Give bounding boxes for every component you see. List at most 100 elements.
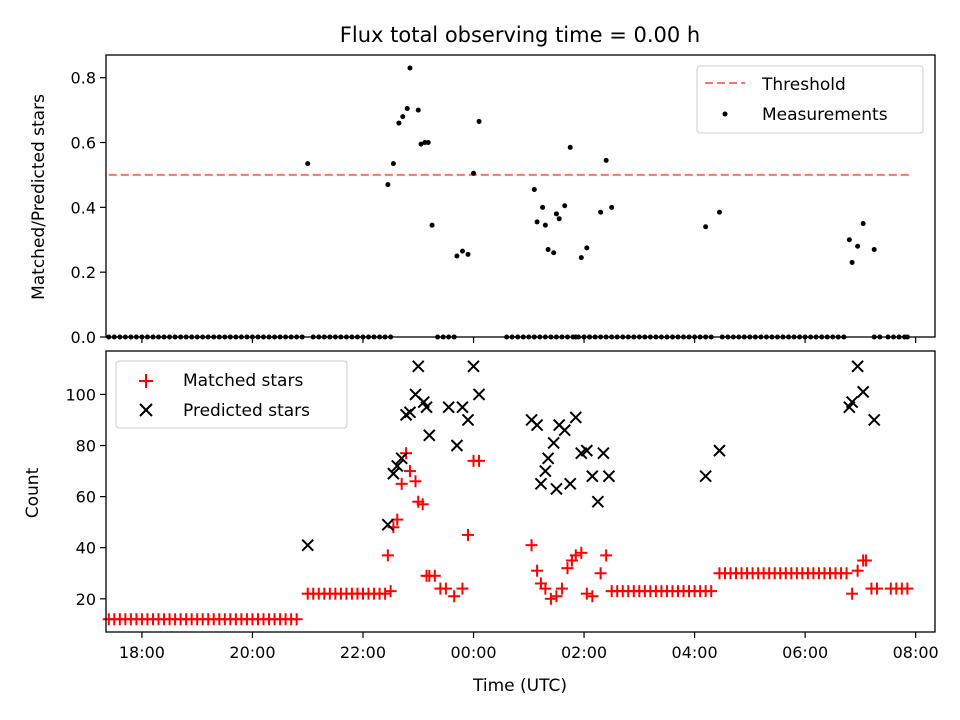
ratio-plot-area — [106, 65, 911, 340]
count-panel: Count Time (UTC) 20 40 60 80 100 18:00 20:00 22… — [23, 350, 939, 696]
x-tick-label: 00:00 — [450, 643, 496, 662]
measurement-point — [716, 209, 722, 215]
predicted-stars-point — [539, 464, 552, 478]
predicted-stars-point — [602, 469, 616, 483]
x-tick-label: 06:00 — [782, 643, 828, 662]
matched-stars-point — [379, 587, 392, 600]
predicted-stars-point — [467, 360, 480, 373]
matched-stars-point — [575, 546, 588, 559]
measurement-point — [855, 243, 861, 249]
predicted-stars-point — [586, 469, 599, 483]
legend-measurements-swatch — [722, 111, 728, 117]
predicted-stars-point — [851, 360, 864, 373]
matched-stars-point — [448, 590, 461, 603]
predicted-stars-point — [423, 429, 436, 442]
measurement-point — [551, 250, 557, 256]
ratio-panel: Flux total observing time = 0.00 h Match… — [29, 23, 936, 347]
count-axes: 20 40 60 80 100 18:00 20:00 22:00 00:00 02:00 04:0… — [65, 350, 939, 662]
x-tick-label: 08:00 — [893, 643, 939, 662]
predicted-stars-point — [550, 482, 563, 496]
measurement-point — [598, 209, 604, 215]
predicted-stars-point — [699, 469, 712, 483]
count-y-tick-label: 20 — [76, 590, 96, 609]
predicted-stars-point — [461, 413, 475, 427]
measurement-point — [459, 248, 465, 254]
measurement-point — [567, 144, 573, 150]
measurement-point — [429, 222, 435, 228]
matched-stars-point — [594, 567, 607, 580]
predicted-stars-point — [856, 385, 870, 399]
predicted-stars-point — [420, 400, 433, 414]
matched-stars-point — [846, 587, 859, 600]
measurement-point — [553, 211, 559, 217]
measurement-point — [465, 251, 471, 257]
predicted-stars-point — [845, 395, 859, 409]
measurement-point — [390, 161, 396, 167]
x-axis-label: Time (UTC) — [472, 676, 567, 696]
matched-stars-point — [600, 549, 613, 562]
matched-stars-point — [525, 539, 538, 552]
count-y-tick-label: 40 — [76, 539, 96, 558]
measurement-point — [531, 187, 537, 193]
matched-stars-point — [851, 564, 864, 577]
count-y-axis-label: Count — [23, 467, 43, 518]
predicted-stars-point — [412, 360, 425, 373]
legend-matched-swatch — [139, 374, 153, 388]
measurement-point — [556, 216, 562, 222]
predicted-stars-point — [597, 446, 610, 460]
matched-stars-point — [395, 477, 408, 490]
matched-stars-point — [409, 475, 422, 488]
matched-stars-point — [461, 528, 474, 541]
x-tick-label: 20:00 — [229, 643, 275, 662]
measurement-point — [425, 140, 431, 146]
count-y-tick-label: 60 — [76, 488, 96, 507]
matched-stars-point — [403, 465, 416, 478]
predicted-stars-point — [541, 452, 555, 465]
predicted-stars-point — [403, 406, 417, 419]
predicted-stars-point — [547, 436, 560, 450]
matched-stars-point — [550, 590, 563, 603]
measurement-point — [476, 118, 482, 124]
matched-stars-point — [705, 585, 718, 598]
ratio-y-axis-label: Matched/Predicted stars — [29, 94, 49, 300]
count-legend-box — [115, 360, 348, 429]
predicted-stars-point — [569, 411, 582, 424]
matched-stars-point — [384, 585, 397, 598]
matched-stars-point — [569, 549, 582, 562]
measurement-point — [860, 221, 866, 227]
matched-stars-point — [531, 564, 544, 577]
predicted-stars-point — [395, 452, 408, 465]
measurement-point — [849, 259, 855, 265]
predicted-stars-point — [381, 518, 395, 531]
predicted-stars-point — [867, 413, 881, 427]
x-tick-label: 02:00 — [561, 643, 607, 662]
matched-stars-point — [901, 582, 914, 595]
ratio-y-tick-label: 0.6 — [71, 134, 96, 153]
ratio-y-tick-label: 0.8 — [71, 69, 96, 88]
predicted-stars-point — [530, 418, 544, 432]
chart-title: Flux total observing time = 0.00 h — [340, 23, 700, 47]
matched-stars-point — [473, 454, 486, 467]
predicted-stars-point — [391, 459, 404, 473]
ratio-legend: Threshold Measurements — [696, 65, 924, 134]
measurement-point — [871, 246, 877, 252]
predicted-stars-point — [442, 400, 455, 414]
measurement-point — [540, 204, 546, 210]
predicted-stars-point — [387, 467, 400, 480]
x-tick-label: 04:00 — [672, 643, 718, 662]
measurement-point — [603, 157, 609, 163]
predicted-stars-point — [301, 538, 314, 552]
count-y-tick-label: 100 — [65, 385, 96, 404]
x-tick-label: 22:00 — [340, 643, 386, 662]
legend-matched-label: Matched stars — [183, 371, 303, 391]
measurement-point — [471, 170, 477, 176]
measurement-point — [415, 107, 421, 113]
measurement-point — [305, 161, 311, 167]
count-y-tick-label: 80 — [76, 437, 96, 456]
measurement-point — [404, 105, 410, 111]
measurement-point — [562, 203, 568, 209]
matched-stars-point — [561, 562, 574, 575]
count-axes-frame — [105, 350, 936, 633]
legend-predicted-swatch — [139, 403, 153, 417]
ratio-legend-box — [696, 65, 924, 134]
